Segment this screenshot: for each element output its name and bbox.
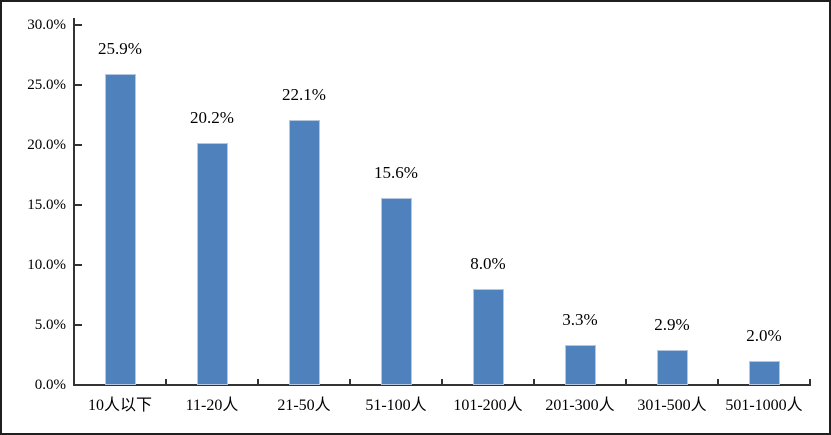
y-tick-label: 20.0% [27,137,66,153]
bar [472,289,504,385]
y-tick-mark [75,204,82,206]
x-tick-mark [809,379,811,385]
x-tick-mark [349,379,351,385]
x-category-label: 301-500人 [637,397,707,414]
x-tick-mark [717,379,719,385]
bar-value-label: 2.0% [746,326,782,345]
x-category-label: 51-100人 [365,397,427,414]
y-tick-mark [75,144,82,146]
x-tick-mark [257,379,259,385]
bar [380,197,412,385]
bar-value-label: 8.0% [470,254,506,273]
bar [656,350,688,385]
bar-value-label: 3.3% [562,310,598,330]
bar [748,361,780,385]
bar-value-label: 15.6% [374,162,418,182]
y-tick-label: 30.0% [27,17,66,33]
x-tick-mark [533,379,535,385]
y-tick-mark [75,324,82,326]
x-category-label: 501-1000人 [725,397,803,414]
x-category-label: 10人以下 [87,397,152,414]
y-tick-label: 5.0% [34,317,66,333]
x-tick-mark [441,379,443,385]
x-category-label: 101-200人 [453,397,523,414]
x-category-label: 21-50人 [277,397,331,414]
y-tick-label: 25.0% [27,77,66,93]
y-tick-label: 0.0% [34,377,66,393]
x-category-label: 11-20人 [185,397,239,414]
bar-value-label: 20.2% [190,107,234,127]
bar [288,119,320,385]
y-axis-line [73,18,75,386]
y-tick-mark [75,24,82,26]
x-tick-mark [165,379,167,385]
bar-value-label: 2.9% [654,315,690,335]
x-category-label: 201-300人 [545,397,615,414]
bar [196,142,228,385]
bar [564,345,596,385]
bar-value-label: 25.9% [98,39,142,59]
y-tick-mark [75,264,82,266]
y-tick-mark [75,384,82,386]
x-axis-line [73,384,811,386]
x-tick-mark [625,379,627,385]
bar [104,74,136,385]
y-tick-label: 10.0% [27,257,66,273]
y-tick-label: 15.0% [27,197,66,213]
x-tick-mark [73,379,75,385]
y-tick-mark [75,84,82,86]
bar-value-label: 22.1% [282,84,326,104]
